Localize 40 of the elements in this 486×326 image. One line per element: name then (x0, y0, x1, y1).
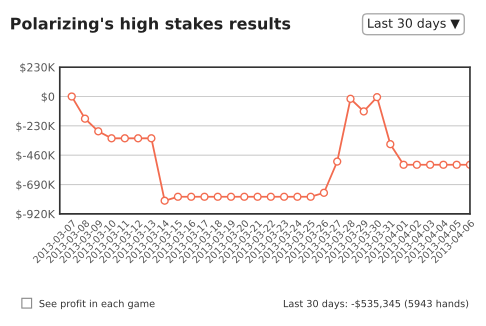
point (293, 192, 302, 201)
point (439, 160, 448, 169)
point (120, 134, 129, 143)
point (266, 192, 276, 201)
y-tick-label: $-230K (16, 122, 56, 132)
point (200, 192, 209, 201)
point (346, 94, 355, 103)
point (452, 160, 461, 169)
point (306, 192, 315, 201)
text: See profit in each game (40, 300, 155, 310)
point (147, 134, 156, 143)
point (399, 160, 408, 169)
point (360, 107, 368, 116)
point (80, 114, 90, 123)
y-tick-label: $0 (42, 92, 54, 102)
point (426, 160, 434, 169)
point (386, 140, 394, 148)
point (320, 188, 328, 197)
point (134, 134, 142, 143)
chart-title: Polarizing's high stakes results (11, 17, 290, 33)
point (333, 157, 342, 166)
point (174, 192, 182, 201)
point (107, 134, 116, 143)
point (160, 196, 169, 205)
y-tick-label: $-920K (16, 210, 56, 220)
point (372, 92, 382, 102)
point (94, 127, 102, 136)
y-tick-label: $-460K (16, 150, 56, 162)
text: Last 30 days ▼ (368, 18, 460, 30)
text: Last 30 days: -$535,345 (5943 hands) (284, 300, 468, 310)
y-tick-label: $-690K (16, 180, 56, 190)
point (412, 160, 422, 169)
point (187, 192, 196, 201)
point (226, 192, 236, 201)
point (240, 192, 248, 201)
point (68, 92, 76, 101)
point (253, 192, 262, 201)
point (280, 192, 288, 201)
y-tick-label: $230K (20, 62, 56, 74)
point (214, 192, 222, 201)
